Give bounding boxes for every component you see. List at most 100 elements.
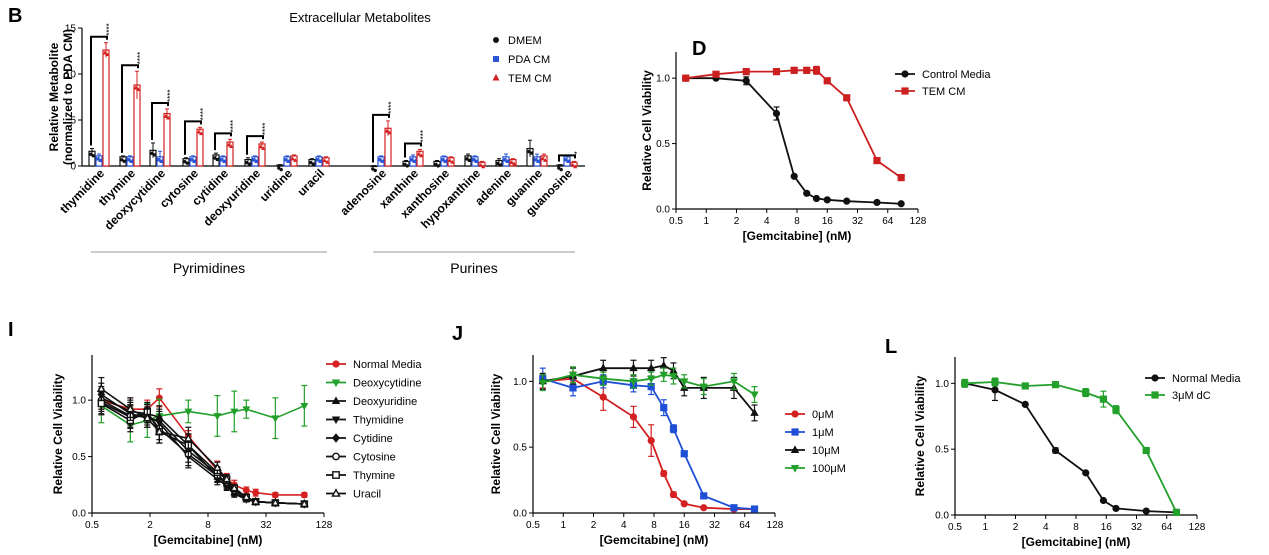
x-tick-label: 1 xyxy=(560,520,566,531)
legend-label-normal-media: Normal Media xyxy=(1172,373,1241,385)
legend-label-3-m-dc: 3μM dC xyxy=(1172,390,1211,402)
y-tick-label: 0.5 xyxy=(72,452,86,463)
legend-label-1-m: 1μM xyxy=(812,427,834,439)
point-control-media xyxy=(843,197,851,205)
point-dmem xyxy=(467,158,471,163)
point-control-media xyxy=(812,194,821,203)
point-tem-cm xyxy=(573,164,578,169)
point-dmem xyxy=(120,158,124,162)
point-normal-media xyxy=(1112,504,1120,513)
point-control-media xyxy=(823,196,831,204)
y-axis-label: Relative Cell Viability xyxy=(51,373,65,494)
x-tick-label: 128 xyxy=(316,520,333,531)
point-tem-cm xyxy=(196,129,201,134)
point-tem-cm xyxy=(229,144,234,149)
point-10-m xyxy=(646,363,656,372)
x-tick-label: 32 xyxy=(260,520,272,531)
point-10-m xyxy=(629,363,638,372)
point-dmem xyxy=(91,154,95,158)
category-label-thymidine: thymidine xyxy=(57,166,107,216)
point-control-media xyxy=(803,189,811,197)
significance-stars: **** xyxy=(387,101,396,113)
point-100-m xyxy=(659,371,668,380)
legend-marker-dmem xyxy=(492,37,499,44)
bar-dmem-adenosine xyxy=(370,165,378,168)
legend-marker-cytidine xyxy=(331,433,341,443)
point-control-media xyxy=(873,198,881,207)
y-tick-label: 0.5 xyxy=(935,445,949,456)
legend-label-deoxycytidine: Deoxycytidine xyxy=(353,378,421,390)
x-tick-label: 8 xyxy=(651,520,657,531)
point-uracil xyxy=(222,474,232,483)
point-dmem xyxy=(185,161,189,165)
x-tick-label: 8 xyxy=(1073,522,1079,533)
x-tick-label: 4 xyxy=(621,520,627,531)
x-tick-label: 2 xyxy=(147,520,153,531)
point-tem-cm xyxy=(261,146,266,150)
point-normal-media xyxy=(300,491,308,499)
point-100-m xyxy=(669,373,678,381)
point-dmem xyxy=(277,166,281,170)
point-100-m xyxy=(699,383,708,392)
point-tem-cm xyxy=(772,68,781,76)
point-tem-cm xyxy=(543,157,548,162)
series-line-0-m xyxy=(542,377,755,511)
bar-tem-cm-deoxycytidine xyxy=(163,112,171,167)
point-3-m-dc xyxy=(1021,382,1029,390)
point-tem-cm xyxy=(682,74,690,82)
legend-label-tem-cm: TEM CM xyxy=(922,86,965,98)
legend-label-thymine: Thymine xyxy=(353,470,395,482)
point-dmem xyxy=(559,167,563,172)
point-3-m-dc xyxy=(1082,388,1090,397)
x-tick-label: 1 xyxy=(982,522,988,533)
x-tick-label: 0.5 xyxy=(669,216,683,227)
significance-stars: **** xyxy=(105,23,114,35)
point-3-m-dc xyxy=(1172,508,1181,516)
point-0-m xyxy=(669,490,678,499)
point-1-m xyxy=(569,384,577,392)
legend-label-control-media: Control Media xyxy=(922,69,991,81)
y-tick-label: 0.5 xyxy=(656,139,670,150)
x-tick-label: 16 xyxy=(679,520,691,531)
y-tick-label: 0.5 xyxy=(513,443,527,454)
legend-marker-0-m xyxy=(791,410,799,418)
point-0-m xyxy=(660,469,668,478)
point-dmem xyxy=(247,162,251,166)
point-tem-cm xyxy=(102,50,107,55)
point-pda-cm xyxy=(254,159,258,163)
point-normal-media xyxy=(1099,496,1108,505)
panel-label: D xyxy=(692,38,706,60)
point-tem-cm xyxy=(133,85,138,90)
point-dmem xyxy=(89,152,93,156)
point-tem-cm xyxy=(790,66,798,74)
y-tick-label: 1.0 xyxy=(656,74,670,85)
point-tem-cm xyxy=(897,173,905,182)
point-dmem xyxy=(215,157,219,162)
category-label-adenosine: adenosine xyxy=(337,166,389,218)
significance-bracket xyxy=(214,132,232,151)
point-tem-cm xyxy=(873,156,881,165)
legend-marker-uracil xyxy=(331,488,341,497)
x-tick-label: 32 xyxy=(1131,522,1143,533)
point-dmem xyxy=(309,160,313,165)
x-tick-label: 2 xyxy=(734,216,740,227)
legend-marker-thymine xyxy=(332,471,340,479)
legend-label-normal-media: Normal Media xyxy=(353,359,422,371)
point-0-m xyxy=(629,413,638,421)
y-axis-label-line: Relative Metabolite xyxy=(47,42,61,151)
point-dmem xyxy=(436,164,440,168)
point-dmem xyxy=(152,153,156,157)
point-deoxycytidine xyxy=(300,402,309,411)
point-pda-cm xyxy=(474,159,478,163)
legend-label-0-m: 0μM xyxy=(812,409,834,421)
legend-marker-deoxycytidine xyxy=(331,379,341,388)
point-dmem xyxy=(122,159,126,163)
significance-stars: **** xyxy=(419,130,428,142)
series-line-control-media xyxy=(685,77,902,205)
point-deoxycytidine xyxy=(213,413,222,421)
y-tick-label: 1.0 xyxy=(935,379,949,390)
point-tem-cm xyxy=(823,77,831,85)
point-dmem xyxy=(371,167,375,171)
significance-bracket xyxy=(184,120,202,155)
